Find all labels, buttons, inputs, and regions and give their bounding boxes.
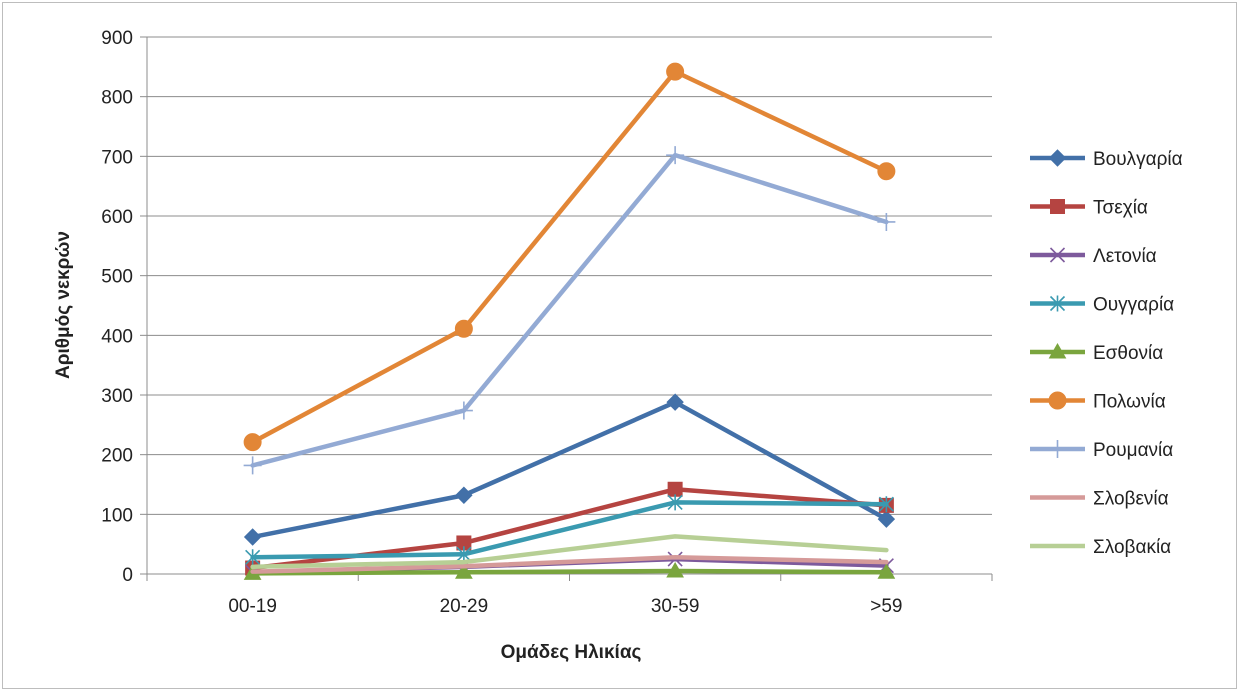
legend-item: Τσεχία bbox=[1030, 198, 1148, 219]
legend: Βουλγαρία Τσεχία Λετονία Ουγγαρία Εσθονία Πολ… bbox=[1030, 149, 1183, 558]
y-axis-title: Αριθμός νεκρών bbox=[53, 231, 74, 379]
legend-item: Λετονία bbox=[1030, 246, 1157, 267]
series-7 bbox=[243, 146, 896, 475]
series-line bbox=[250, 534, 889, 570]
data-point bbox=[454, 319, 473, 338]
y-tick-label: 600 bbox=[101, 207, 133, 228]
series-line bbox=[250, 69, 889, 445]
legend-label: Ρουμανία bbox=[1093, 440, 1173, 461]
data-point bbox=[456, 546, 472, 563]
legend-marker bbox=[1048, 391, 1067, 410]
data-point bbox=[877, 212, 896, 231]
y-tick-label: 400 bbox=[101, 326, 133, 347]
data-point bbox=[455, 563, 473, 579]
y-tick-label: 0 bbox=[122, 565, 133, 586]
y-tick-label: 200 bbox=[101, 446, 133, 467]
y-tick-label: 500 bbox=[101, 267, 133, 288]
legend-marker bbox=[1050, 199, 1065, 214]
series-line bbox=[250, 399, 889, 540]
series-8 bbox=[250, 555, 889, 574]
y-tick-label: 800 bbox=[101, 88, 133, 109]
legend-item: Ουγγαρία bbox=[1030, 295, 1174, 316]
data-point bbox=[667, 494, 683, 511]
series-group bbox=[243, 62, 896, 580]
gridlines bbox=[147, 36, 992, 515]
series-line bbox=[250, 555, 889, 574]
legend-label: Ουγγαρία bbox=[1093, 295, 1174, 316]
series-1 bbox=[243, 393, 896, 546]
legend-item: Σλοβακία bbox=[1030, 537, 1171, 558]
x-tick-label: 00-19 bbox=[228, 596, 277, 617]
series-line bbox=[250, 500, 889, 560]
y-tick-label: 900 bbox=[101, 28, 133, 49]
legend-item: Σλοβενία bbox=[1030, 489, 1169, 510]
axes: 0 100 200 300 400 500 600 700 800 900 00-19 20-29 30… bbox=[101, 28, 993, 617]
series-4 bbox=[245, 494, 894, 566]
data-point bbox=[877, 563, 896, 579]
data-point bbox=[877, 510, 896, 528]
series-9 bbox=[250, 534, 889, 570]
data-point bbox=[455, 486, 473, 504]
legend-label: Πολωνία bbox=[1093, 392, 1166, 413]
data-point bbox=[666, 393, 684, 411]
y-tick-label: 100 bbox=[101, 505, 133, 526]
series-line bbox=[250, 152, 889, 468]
data-point bbox=[666, 62, 685, 81]
data-point bbox=[666, 146, 685, 165]
data-point bbox=[245, 549, 261, 566]
legend-label: Βουλγαρία bbox=[1093, 149, 1183, 170]
data-point bbox=[878, 496, 894, 513]
data-point bbox=[243, 456, 262, 475]
data-point bbox=[243, 528, 262, 546]
legend-label: Λετονία bbox=[1093, 246, 1157, 267]
x-tick-label: 30-59 bbox=[651, 596, 700, 617]
legend-marker bbox=[1049, 247, 1066, 263]
legend-item: Πολωνία bbox=[1030, 391, 1166, 413]
data-point bbox=[667, 481, 683, 497]
legend-item: Ρουμανία bbox=[1030, 440, 1173, 461]
series-line bbox=[250, 568, 889, 576]
legend-marker bbox=[1048, 149, 1067, 167]
data-point bbox=[454, 401, 473, 420]
legend-label: Σλοβακία bbox=[1093, 537, 1171, 558]
legend-item: Εσθονία bbox=[1030, 342, 1163, 364]
y-tick-label: 700 bbox=[101, 147, 133, 168]
x-tick-label: 20-29 bbox=[440, 596, 489, 617]
legend-item: Βουλγαρία bbox=[1030, 149, 1183, 170]
legend-marker bbox=[1049, 295, 1066, 312]
data-point bbox=[877, 162, 896, 181]
x-axis-title: Ομάδες Ηλικίας bbox=[501, 642, 642, 663]
x-tick-label: >59 bbox=[870, 596, 902, 617]
legend-marker bbox=[1048, 342, 1067, 359]
y-tick-label: 300 bbox=[101, 386, 133, 407]
data-point bbox=[243, 433, 262, 452]
legend-label: Εσθονία bbox=[1093, 343, 1163, 364]
data-point bbox=[666, 562, 684, 578]
legend-label: Σλοβενία bbox=[1093, 489, 1169, 510]
series-6 bbox=[243, 62, 896, 452]
legend-label: Τσεχία bbox=[1093, 198, 1148, 219]
legend-marker bbox=[1048, 440, 1067, 458]
